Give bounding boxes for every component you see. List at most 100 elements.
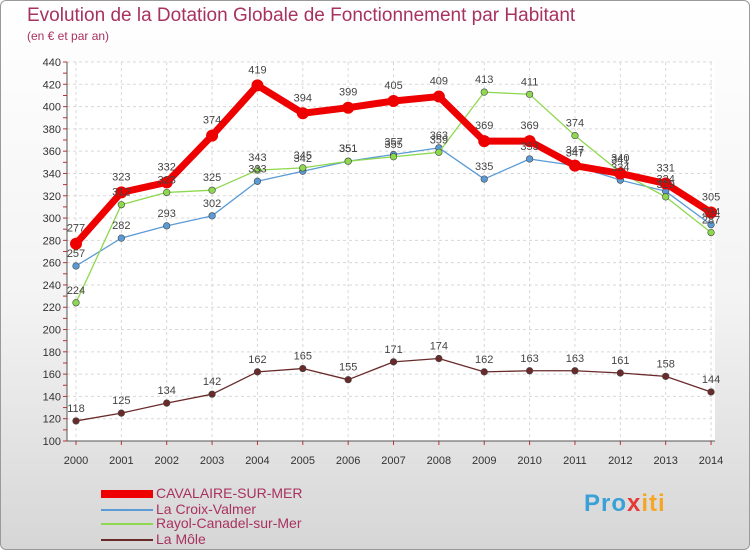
data-point-2 [525, 90, 534, 98]
data-point-2 [435, 148, 443, 156]
data-label: 282 [112, 220, 130, 232]
data-label: 287 [702, 215, 720, 227]
data-label: 158 [657, 358, 675, 370]
data-point-2 [389, 153, 398, 161]
data-label: 353 [520, 141, 538, 153]
data-label: 163 [520, 353, 538, 365]
data-point-1 [253, 177, 262, 185]
data-label: 162 [475, 354, 493, 366]
brand-prefix: Pro [584, 490, 628, 517]
data-label: 334 [611, 162, 629, 174]
x-tick-label: 2011 [563, 455, 587, 467]
data-label: 363 [430, 130, 448, 142]
data-point-0 [342, 101, 355, 114]
data-point-3 [389, 358, 398, 366]
y-tick-label: 320 [43, 191, 61, 203]
data-point-3 [571, 367, 579, 375]
data-point-2 [344, 157, 352, 165]
x-tick-label: 2004 [245, 455, 269, 467]
data-point-0 [296, 107, 309, 120]
y-tick-label: 420 [43, 79, 61, 91]
data-label: 369 [475, 120, 493, 132]
data-point-3 [208, 390, 216, 398]
x-tick-label: 2014 [699, 455, 723, 467]
y-tick-label: 220 [43, 302, 61, 314]
data-point-2 [208, 186, 216, 194]
data-label: 343 [248, 152, 266, 164]
data-label: 325 [203, 172, 221, 184]
data-point-2 [163, 188, 171, 197]
x-tick-label: 2007 [381, 455, 405, 467]
y-tick-label: 280 [43, 235, 61, 247]
x-tick-label: 2000 [64, 455, 88, 467]
data-label: 142 [203, 376, 221, 388]
data-label: 345 [294, 150, 312, 162]
data-point-3 [72, 417, 80, 425]
data-point-3 [662, 372, 670, 380]
data-label: 359 [430, 134, 448, 146]
data-label: 394 [294, 92, 312, 104]
y-tick-label: 180 [43, 347, 61, 359]
data-label: 174 [430, 341, 448, 353]
y-tick-label: 120 [43, 414, 61, 426]
y-tick-label: 340 [43, 168, 61, 180]
y-tick-label: 240 [43, 280, 61, 292]
data-point-1 [480, 175, 488, 183]
data-label: 161 [611, 355, 629, 367]
x-tick-label: 2003 [200, 455, 224, 467]
data-label: 163 [566, 353, 584, 365]
data-label: 305 [702, 191, 720, 203]
data-label: 351 [339, 143, 357, 155]
data-label: 333 [248, 163, 266, 175]
data-point-0 [614, 167, 627, 180]
data-point-2 [299, 164, 307, 172]
x-tick-label: 2005 [291, 455, 315, 467]
legend-swatch-la-mole [101, 539, 153, 541]
proxiti-logo: Proxiti [584, 490, 666, 518]
data-label: 341 [611, 154, 629, 166]
data-label: 413 [475, 74, 493, 86]
legend-label: La Môle [156, 531, 206, 547]
data-label: 332 [158, 161, 176, 173]
data-point-3 [299, 364, 307, 373]
legend-swatch-croix-valmer [101, 509, 153, 511]
data-label: 340 [611, 152, 629, 164]
data-point-2 [117, 201, 125, 209]
chart-title: Evolution de la Dotation Globale de Fonc… [27, 5, 576, 26]
legend-label: La Croix-Valmer [156, 501, 257, 517]
legend-swatch-rayol-canadel [101, 523, 153, 525]
data-label: 335 [475, 161, 493, 173]
y-tick-label: 400 [43, 102, 61, 114]
data-point-2 [662, 193, 670, 201]
data-label: 357 [384, 137, 402, 149]
data-point-0 [115, 186, 128, 199]
data-point-2 [253, 166, 262, 174]
data-point-1 [163, 222, 171, 230]
data-label: 312 [112, 187, 130, 199]
data-point-0 [432, 90, 445, 103]
brand-x: x [627, 490, 642, 517]
data-point-3 [480, 368, 488, 376]
data-label: 294 [702, 207, 720, 219]
data-point-3 [435, 354, 443, 363]
data-point-0 [659, 177, 672, 190]
data-point-2 [480, 88, 488, 96]
data-point-0 [568, 159, 581, 172]
data-label: 125 [112, 395, 130, 407]
data-label: 144 [702, 374, 720, 386]
data-point-0 [387, 95, 400, 108]
data-label: 324 [657, 173, 675, 185]
data-label: 411 [521, 76, 539, 88]
x-tick-label: 2008 [427, 455, 451, 467]
data-label: 171 [384, 344, 402, 356]
data-label: 319 [657, 179, 675, 191]
data-label: 293 [158, 208, 176, 220]
chart-subtitle: (en € et par an) [27, 29, 110, 43]
data-label: 323 [112, 171, 130, 183]
data-point-2 [707, 228, 715, 237]
data-point-0 [478, 135, 491, 148]
y-tick-label: 360 [43, 146, 61, 158]
data-label: 347 [566, 148, 584, 160]
